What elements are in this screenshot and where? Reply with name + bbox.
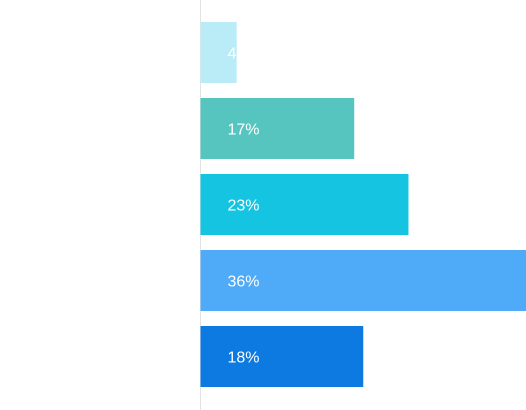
bar-3: [200, 250, 526, 311]
bar-2: [200, 174, 409, 235]
bar-label-4: 18%: [228, 350, 260, 367]
bar-label-1: 17%: [228, 122, 260, 139]
bar-4: [200, 326, 364, 387]
bars-group: 4% 17% 23% 36% 18%: [200, 22, 526, 387]
bar-label-3: 36%: [228, 274, 260, 291]
bar-label-2: 23%: [228, 198, 260, 215]
bar-1: [200, 98, 355, 159]
bar-label-0: 4%: [228, 46, 251, 63]
bar-0: [200, 22, 237, 83]
